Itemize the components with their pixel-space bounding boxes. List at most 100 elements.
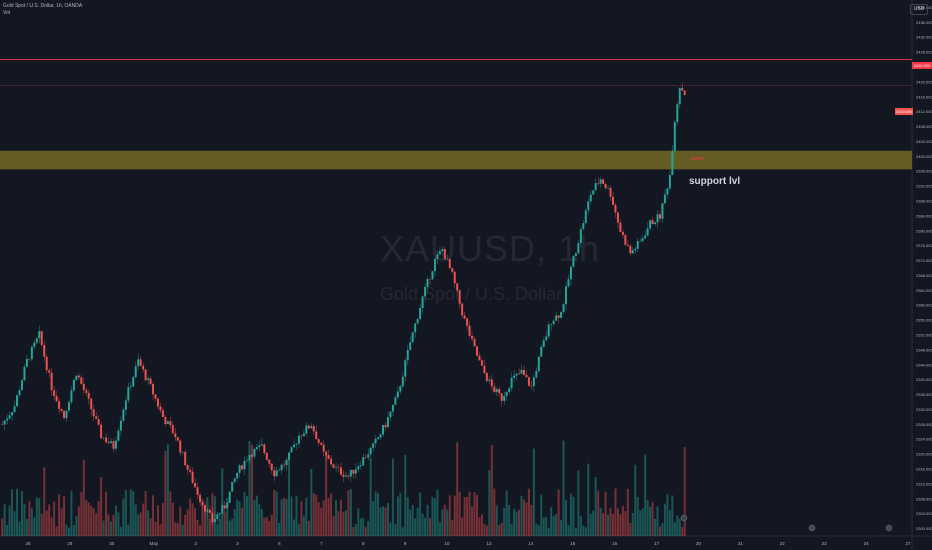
candle-body — [203, 505, 206, 512]
y-tick-label: 2388.000 — [916, 199, 932, 204]
volume-bar — [33, 517, 36, 536]
volume-bar — [320, 507, 323, 536]
candle-body — [436, 254, 439, 259]
volume-bar — [129, 489, 132, 536]
volume-bar — [275, 491, 278, 536]
volume-bar — [295, 495, 298, 536]
volume-bar — [90, 505, 93, 536]
volume-bar — [95, 513, 98, 536]
volume-bar — [97, 500, 100, 536]
volume-bar — [406, 497, 409, 536]
candle-body — [48, 370, 51, 373]
candle-body — [132, 377, 135, 387]
volume-bar — [540, 494, 543, 536]
y-tick-label: 2416.000 — [916, 94, 932, 99]
volume-bar — [579, 515, 582, 536]
volume-bar — [671, 495, 674, 536]
candle-body — [164, 416, 167, 424]
candle-body — [411, 332, 414, 343]
volume-bar — [599, 507, 602, 536]
volume-bar — [597, 490, 600, 536]
candle-body — [55, 395, 58, 402]
volume-bar — [280, 499, 283, 536]
volume-bar — [216, 524, 219, 536]
volume-bar — [347, 490, 350, 536]
volume-bar — [374, 491, 377, 536]
candle-body — [278, 470, 281, 471]
candle-body — [263, 444, 266, 453]
volume-bar — [419, 492, 422, 536]
candle-body — [268, 459, 271, 464]
candle-body — [317, 439, 320, 443]
y-tick-label: 2332.000 — [916, 407, 932, 412]
candle-body — [241, 465, 244, 470]
volume-bar — [6, 524, 9, 536]
candle-body — [16, 395, 19, 407]
x-tick-label: 8 — [362, 541, 365, 546]
candle-body — [678, 87, 681, 105]
volume-bar — [421, 513, 424, 536]
volume-bar — [87, 502, 90, 536]
volume-bar — [250, 444, 253, 536]
candle-body — [184, 451, 187, 466]
candle-body — [97, 418, 100, 425]
candle-body — [90, 398, 93, 410]
candle-body — [20, 380, 23, 391]
candle-body — [134, 366, 137, 378]
volume-bar — [537, 525, 540, 536]
volume-bar — [574, 527, 577, 536]
volume-bar — [446, 509, 449, 536]
x-tick-label: 13 — [486, 541, 492, 546]
candle-body — [223, 505, 226, 509]
candle-body — [250, 455, 253, 457]
volume-bar — [382, 506, 385, 536]
candle-body — [315, 431, 318, 440]
candle-body — [668, 175, 671, 189]
volume-bar — [604, 491, 607, 536]
volume-bar — [72, 524, 75, 536]
y-tick-label: 2428.000 — [916, 50, 932, 55]
candle-body — [28, 358, 31, 360]
watermark-symbol: XAUUSD, 1h — [380, 228, 601, 269]
candle-body — [577, 242, 580, 254]
candle-body — [218, 513, 221, 515]
volume-bar — [354, 524, 357, 536]
candle-body — [500, 393, 503, 401]
volume-bar — [339, 499, 342, 536]
x-tick-label: 17 — [654, 541, 660, 546]
candle-body — [38, 331, 41, 339]
support-zone — [0, 150, 912, 170]
volume-bar — [63, 496, 65, 536]
candle-body — [569, 266, 572, 280]
y-tick-label: 2304.000 — [916, 511, 932, 516]
candle-body — [100, 424, 103, 438]
volume-bar — [186, 509, 189, 536]
currency-button[interactable]: USD — [910, 4, 928, 15]
candle-body — [396, 391, 399, 398]
volume-bar — [75, 515, 78, 536]
candle-body — [33, 342, 36, 347]
volume-bar — [490, 444, 493, 536]
candle-body — [681, 87, 684, 91]
volume-bar — [154, 521, 157, 536]
candle-body — [537, 356, 540, 372]
volume-bar — [206, 497, 209, 536]
volume-bar — [122, 498, 125, 536]
volume-bar — [616, 508, 619, 536]
y-tick-label: 2436.000 — [916, 20, 932, 25]
candle-body — [629, 245, 632, 254]
candle-body — [644, 235, 647, 239]
candle-body — [602, 179, 605, 184]
candle-body — [310, 426, 313, 429]
candle-body — [255, 447, 258, 450]
candle-body — [169, 421, 172, 426]
candle-body — [448, 259, 451, 269]
volume-bar — [535, 523, 538, 536]
volume-bar — [629, 523, 632, 536]
candle-body — [70, 390, 73, 403]
current-price-label: 2419.000 — [895, 108, 913, 115]
volume-bar — [545, 516, 548, 536]
y-tick-label: 2336.000 — [916, 392, 932, 397]
candle-body — [634, 248, 637, 251]
